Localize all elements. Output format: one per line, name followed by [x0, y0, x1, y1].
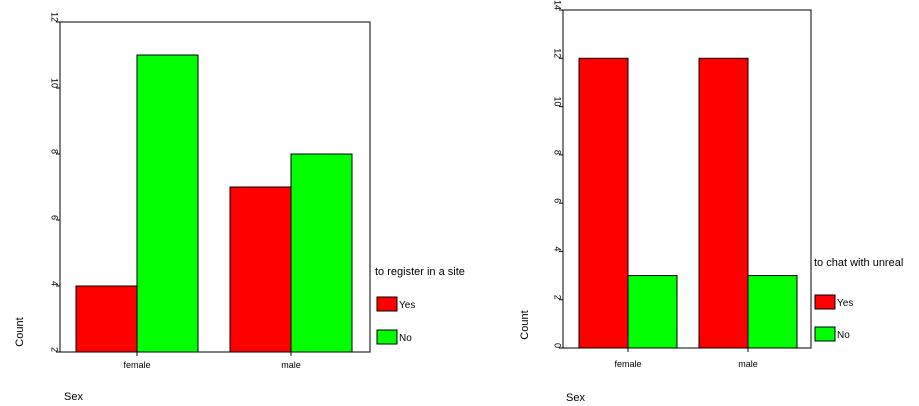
legend-swatch-no: [814, 326, 836, 342]
y-tick-label: 12: [553, 48, 563, 58]
legend-swatch-yes: [814, 294, 836, 310]
legend-label-yes: Yes: [837, 298, 853, 309]
bar-yes-male: [229, 186, 292, 353]
y-tick-label: 4: [50, 281, 60, 286]
y-tick-label: 4: [553, 246, 563, 251]
bar-yes-female: [75, 285, 138, 353]
legend-swatch-yes: [376, 296, 398, 312]
legend-label-yes: Yes: [399, 300, 415, 311]
x-axis-title: Sex: [566, 392, 585, 404]
legend-label-no: No: [399, 333, 412, 344]
y-tick-label: 10: [50, 78, 60, 88]
x-tick-label: male: [281, 360, 301, 370]
y-tick-label: 10: [553, 97, 563, 107]
legend-title: to chat with unreal: [814, 257, 903, 269]
bar-yes-female: [578, 57, 629, 349]
bar-no-female: [136, 54, 199, 353]
y-tick-label: 8: [50, 149, 60, 154]
chart-1: female male 2 4 6 8 10 12 Count Sex to register in…: [14, 12, 465, 403]
y-tick-label: 2: [553, 295, 563, 300]
y-tick-label: 14: [553, 0, 563, 10]
x-tick-label: female: [614, 359, 641, 369]
y-tick-label: 0: [553, 343, 563, 348]
y-tick-label: 6: [553, 198, 563, 203]
legend-swatch-no: [376, 329, 398, 345]
y-axis-title: Count: [14, 317, 26, 346]
legend-title: to register in a site: [375, 266, 465, 278]
y-tick-label: 8: [553, 150, 563, 155]
x-axis-title: Sex: [64, 391, 83, 403]
bar-no-female: [627, 275, 678, 349]
bar-no-male: [290, 153, 353, 353]
x-tick-label: female: [123, 360, 150, 370]
bar-no-male: [747, 275, 798, 349]
y-tick-label: 6: [50, 215, 60, 220]
legend-label-no: No: [837, 330, 850, 341]
y-tick-label: 12: [50, 12, 60, 22]
y-tick-label: 2: [50, 347, 60, 352]
bar-yes-male: [698, 57, 749, 349]
x-tick-label: male: [738, 359, 758, 369]
y-axis-title: Count: [519, 310, 531, 339]
chart-2: female male 0 2 4 6 8 10 12 14 Count Sex to chat wit…: [519, 0, 903, 404]
